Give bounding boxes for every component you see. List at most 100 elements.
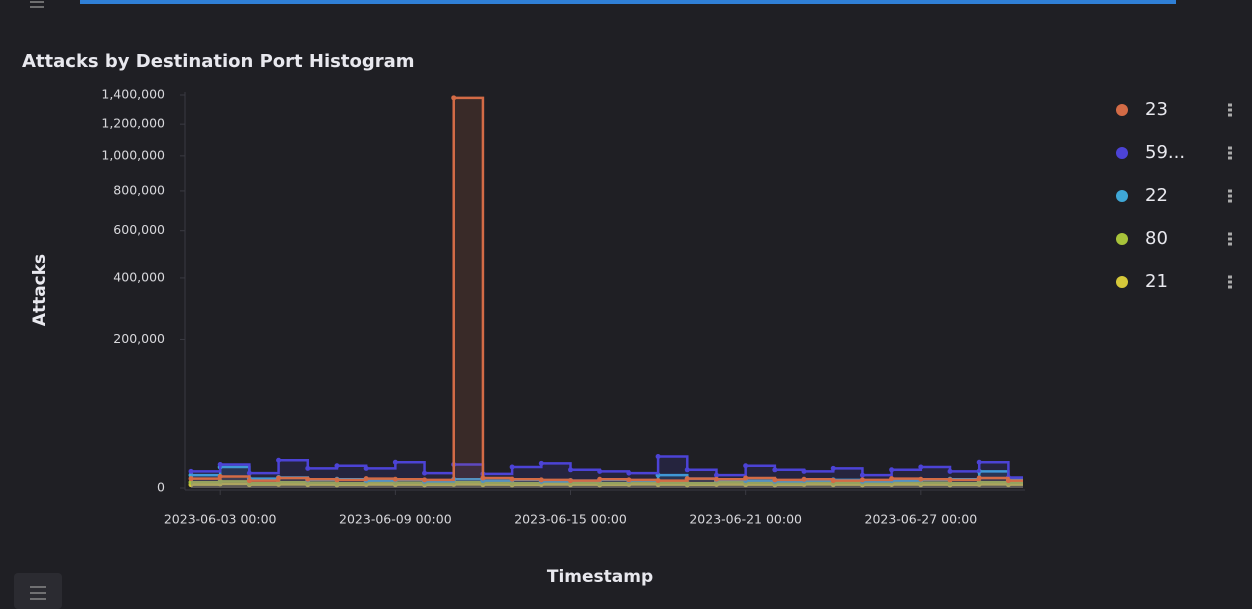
legend-swatch [1116,276,1128,288]
legend-label: 59... [1145,142,1185,163]
legend-item[interactable]: 59... [1116,142,1232,163]
point [334,463,340,469]
x-tick-label: 2023-06-21 00:00 [689,512,802,527]
y-tick-label: 800,000 [113,182,165,197]
point [246,478,252,484]
menu-dot [1228,189,1232,193]
point [509,476,515,482]
menu-dot [1228,151,1232,155]
point [451,95,457,101]
legend-swatch [1116,190,1128,202]
legend-swatch [1116,147,1128,159]
point [918,464,924,470]
menu-dot [1228,275,1232,279]
menu-icon[interactable] [30,1,44,8]
menu-dot [1228,237,1232,241]
legend-swatch [1116,104,1128,116]
legend-item[interactable]: 22 [1116,185,1232,206]
point [626,477,632,483]
y-tick-label: 400,000 [113,269,165,284]
legend-menu[interactable] [1228,189,1232,203]
x-tick-label: 2023-06-27 00:00 [865,512,978,527]
point [859,472,865,478]
point [947,468,953,474]
point [743,475,749,481]
legend-label: 22 [1145,185,1168,206]
legend-label: 21 [1145,271,1168,292]
menu-dot [1228,232,1232,236]
y-tick-label: 0 [157,480,165,495]
legend-item[interactable]: 80 [1116,228,1232,249]
legend-menu[interactable] [1228,103,1232,117]
point [830,465,836,471]
point [188,472,194,478]
point [392,459,398,465]
point [830,478,836,484]
point [538,477,544,483]
menu-dot [1228,113,1232,117]
series-line [191,96,1023,482]
point [188,468,194,474]
list-button[interactable] [14,573,62,609]
point [188,479,194,485]
series-area [191,466,1023,488]
point [422,470,428,476]
point [801,476,807,482]
list-icon [30,586,46,600]
point [568,478,574,484]
point [188,476,194,482]
legend-item[interactable]: 21 [1116,271,1232,292]
point [334,477,340,483]
x-tick-label: 2023-06-03 00:00 [164,512,277,527]
point [655,478,661,484]
x-tick-label: 2023-06-09 00:00 [339,512,452,527]
point [947,480,953,486]
point [597,468,603,474]
point [217,473,223,479]
menu-dot [1228,194,1232,198]
point [568,467,574,473]
point [859,477,865,483]
legend-item[interactable]: 23 [1116,99,1232,120]
menu-dot [1228,280,1232,284]
point [772,467,778,473]
menu-dot [1228,156,1232,160]
point [626,470,632,476]
point [217,462,223,468]
point [772,477,778,483]
point [918,476,924,482]
top-bar [80,0,1176,4]
menu-dot [1228,108,1232,112]
point [655,453,661,459]
point [363,476,369,482]
point [684,467,690,473]
point [392,476,398,482]
y-tick-label: 1,200,000 [101,116,165,131]
point [684,476,690,482]
point [801,468,807,474]
point [976,459,982,465]
legend-menu[interactable] [1228,232,1232,246]
legend-label: 80 [1145,228,1168,249]
point [509,464,515,470]
point [422,477,428,483]
point [480,475,486,481]
point [743,463,749,469]
legend-menu[interactable] [1228,275,1232,289]
menu-dot [1228,242,1232,246]
point [538,460,544,466]
menu-dot [1228,103,1232,107]
point [305,476,311,482]
series-area [191,97,1023,489]
y-axis-label: Attacks [30,254,50,326]
point [976,475,982,481]
menu-dot [1228,199,1232,203]
point [1005,478,1011,484]
x-axis-label: Timestamp [547,567,653,587]
point [889,467,895,473]
legend-menu[interactable] [1228,146,1232,160]
point [276,475,282,481]
y-tick-label: 200,000 [113,331,165,346]
